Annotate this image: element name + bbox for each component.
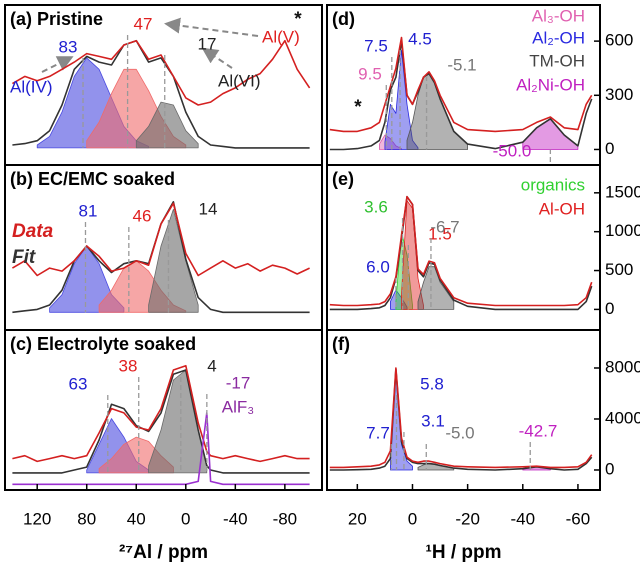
x-tick-label: -80	[273, 509, 298, 528]
peak-label: -5.1	[447, 55, 476, 74]
spectrum-line	[329, 195, 593, 307]
panel-title: (d)	[332, 9, 355, 29]
annotation: Al(V)	[262, 27, 300, 46]
legend-entry: organics	[521, 175, 585, 194]
peak-label: 81	[79, 201, 98, 220]
peak-label: 63	[69, 374, 88, 393]
annotation: Al(IV)	[10, 77, 53, 96]
x-tick-label: 0	[181, 509, 190, 528]
legend-entry: Fit	[12, 247, 36, 268]
legend-entry: Al₂Ni-OH	[516, 75, 585, 94]
component-area	[417, 266, 455, 310]
peak-label: -42.7	[519, 421, 558, 440]
peak-label: -17	[226, 373, 251, 392]
x-tick-label: 40	[127, 509, 146, 528]
y-tick-label: 600	[605, 31, 633, 50]
panel	[329, 36, 593, 151]
y-tick-label: 1000	[605, 221, 640, 240]
panel-title: (e)	[332, 169, 354, 189]
spectrum-line	[12, 412, 310, 486]
peak-label: 4	[207, 356, 216, 375]
x-axis-title: ²⁷Al / ppm	[119, 542, 208, 563]
spectrum-line	[11, 202, 310, 277]
panel-title: (c) Electrolyte soaked	[10, 334, 196, 354]
y-tick-label: 0	[605, 299, 614, 318]
peak-label: 6.0	[366, 257, 390, 276]
spectrum-line	[12, 364, 310, 463]
panel	[329, 367, 593, 471]
panel-title: (b) EC/EMC soaked	[10, 169, 175, 189]
peak-label: 1.5	[428, 224, 452, 243]
peak-label: 38	[119, 356, 138, 375]
component-area	[390, 370, 413, 471]
arrow	[41, 56, 74, 73]
panel-frame	[4, 329, 323, 491]
y-tick-label: 0	[605, 459, 614, 478]
panel-frame	[326, 329, 601, 491]
legend-entry: Al-OH	[539, 199, 585, 218]
component-area	[135, 101, 199, 149]
annotation: AlF₃	[222, 397, 254, 416]
legend-entry: Al₃-OH	[532, 6, 585, 25]
peak-label: 5.8	[420, 374, 444, 393]
x-tick-label: 20	[348, 509, 367, 528]
peak-label: 14	[199, 199, 218, 218]
peak-label: 3.6	[364, 197, 388, 216]
x-axis-title: ¹H / ppm	[426, 542, 502, 563]
peak-label: -6.7	[430, 217, 459, 236]
y-tick-label: 8000	[605, 357, 640, 376]
peak-label: 7.7	[366, 423, 390, 442]
peak-label: -5.0	[445, 423, 474, 442]
component-area	[148, 208, 199, 313]
peak-label: -50.0	[493, 141, 532, 160]
panel-title: (f)	[332, 334, 350, 354]
peak-label: 83	[59, 37, 78, 56]
component-area	[384, 49, 419, 150]
peak-label: 7.5	[364, 36, 388, 55]
x-tick-label: -40	[223, 509, 248, 528]
legend-entry: TM-OH	[529, 51, 585, 70]
peak-label: 4.5	[408, 29, 432, 48]
panel-title: (a) Pristine	[10, 9, 103, 29]
component-area	[406, 73, 468, 150]
annotation-arrows	[41, 17, 259, 73]
spectrum-line	[329, 368, 593, 471]
y-tick-label: 500	[605, 260, 633, 279]
y-tick-label: 4000	[605, 408, 640, 427]
legend-entry: Al₂-OH	[532, 28, 585, 47]
y-tick-label: 1500	[605, 182, 640, 201]
spectrum-line	[12, 369, 310, 474]
x-tick-label: 80	[77, 509, 96, 528]
panel	[12, 364, 310, 486]
peak-label: 47	[134, 14, 153, 33]
arrow	[164, 17, 259, 37]
arrow	[201, 47, 233, 69]
spectrum-line	[329, 367, 593, 469]
panel	[329, 195, 593, 311]
legend-entry: Data	[12, 221, 54, 242]
peak-label: 9.5	[358, 64, 382, 83]
y-tick-label: 300	[605, 85, 633, 104]
x-tick-label: -40	[510, 509, 535, 528]
annotation: *	[354, 97, 362, 118]
peak-label: 46	[133, 206, 152, 225]
peak-label: 3.1	[421, 411, 445, 430]
x-tick-label: 120	[23, 509, 51, 528]
peak-label: 17	[198, 34, 217, 53]
annotation: *	[294, 9, 302, 30]
y-tick-label: 0	[605, 139, 614, 158]
annotation: Al(VI)	[218, 71, 261, 90]
x-tick-label: 0	[408, 509, 417, 528]
spectrum-line	[329, 36, 593, 133]
panel	[11, 39, 311, 149]
spectrum-line	[12, 39, 310, 149]
x-tick-label: -20	[455, 509, 480, 528]
x-tick-label: -60	[566, 509, 591, 528]
spectrum-line	[11, 39, 311, 106]
panel	[11, 201, 310, 314]
